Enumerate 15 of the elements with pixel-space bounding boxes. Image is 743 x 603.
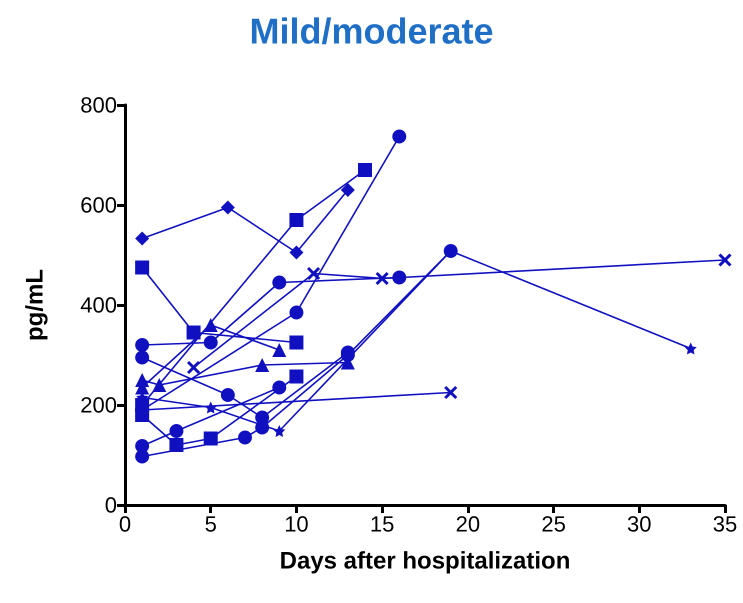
x-tick-label: 10 [284,512,309,536]
x-tick-label: 20 [456,512,480,536]
x-tick-label: 15 [370,512,394,536]
y-tick-label: 800 [80,92,117,118]
y-tick-label: 200 [80,392,117,418]
x-axis-title: Days after hospitalization [280,548,570,574]
x-tick-label: 5 [204,512,217,536]
x-tick-label: 30 [627,512,652,536]
chart-title: Mild/moderate [249,10,494,52]
y-axis-title: pg/mL [22,269,48,341]
y-tick-label: 0 [104,492,117,518]
x-tick-label: 25 [541,512,566,536]
y-tick-label: 400 [80,292,117,318]
x-tick-label: 35 [712,512,738,536]
y-tick-label: 600 [80,192,117,218]
